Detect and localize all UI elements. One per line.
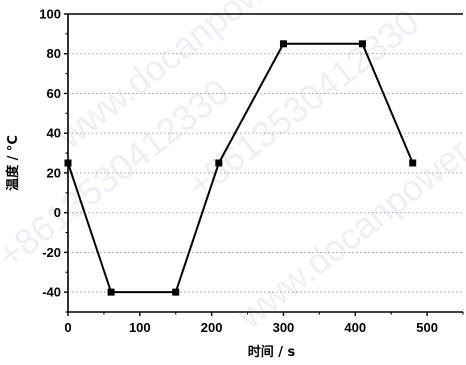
y-tick-label: -20 <box>42 245 61 260</box>
label-layer: 时间 / s 温度 / °C <box>5 135 296 360</box>
series-layer <box>64 40 417 296</box>
x-tick-label: 100 <box>129 320 151 335</box>
x-tick-label: 200 <box>201 320 223 335</box>
y-tick-label: 60 <box>47 86 61 101</box>
data-point <box>279 40 287 48</box>
data-point <box>107 288 115 296</box>
y-tick-label: -40 <box>42 285 61 300</box>
data-point <box>64 159 72 167</box>
data-point <box>172 288 180 296</box>
x-tick-label: 0 <box>64 320 71 335</box>
data-point <box>215 159 223 167</box>
x-tick-label: 400 <box>344 320 366 335</box>
y-tick-label: 80 <box>47 46 61 61</box>
x-tick-label: 300 <box>273 320 295 335</box>
y-axis-title: 温度 / °C <box>5 135 21 191</box>
x-axis-title: 时间 / s <box>248 344 296 360</box>
grid-layer <box>68 53 463 293</box>
data-point <box>409 159 417 167</box>
x-tick-label: 500 <box>416 320 438 335</box>
axes-layer: -40 -20 0 20 40 60 80 100 0 100 200 300 400 500 <box>39 7 464 335</box>
y-tick-label: 40 <box>47 126 61 141</box>
y-tick-label: 100 <box>39 7 61 22</box>
y-tick-label: 0 <box>54 205 61 220</box>
data-point <box>358 40 366 48</box>
y-tick-label: 20 <box>47 165 61 180</box>
